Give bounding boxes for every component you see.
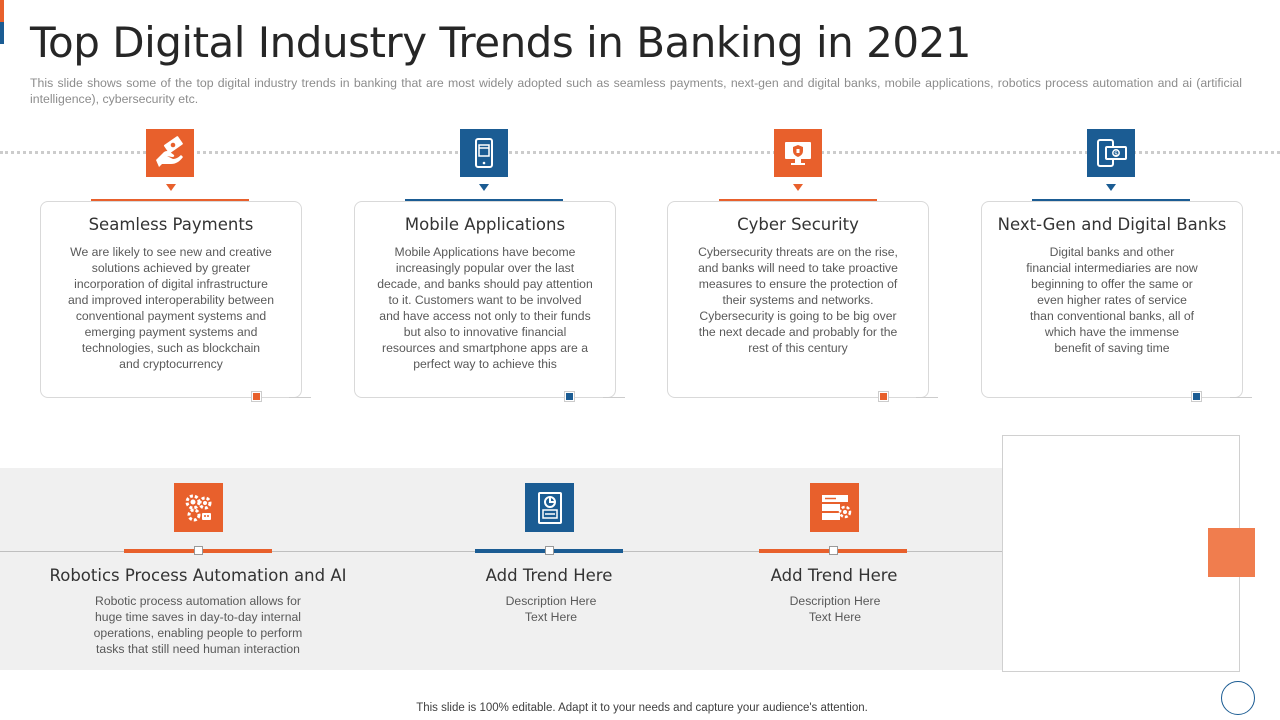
card-description: Digital banks and other financial interme…	[1026, 245, 1198, 355]
card-title: Mobile Applications	[404, 215, 566, 234]
bottom-trend-description: Description Here Text Here	[789, 594, 881, 624]
bottom-trend-title: Add Trend Here	[485, 566, 613, 585]
timeline-dot	[545, 546, 554, 555]
slide-subtitle: This slide shows some of the top digital…	[30, 76, 1242, 106]
card-description: Mobile Applications have become increasin…	[377, 245, 593, 371]
card-tick	[603, 397, 625, 398]
card-tick	[1230, 397, 1252, 398]
decorative-orange-square	[1208, 528, 1255, 577]
card-marker	[1191, 391, 1202, 402]
dotted-divider	[0, 151, 1280, 154]
title-accent-bar	[0, 0, 4, 44]
slide-title: Top Digital Industry Trends in Banking i…	[30, 18, 972, 67]
gears-robot-icon	[174, 483, 223, 532]
bottom-trend-description: Description Here Text Here	[505, 594, 597, 624]
server-settings-icon	[810, 483, 859, 532]
svg-text:$: $	[1114, 151, 1118, 158]
footer-note: This slide is 100% editable. Adapt it to…	[416, 702, 868, 714]
trend-card-next-gen-banks	[981, 201, 1243, 398]
trend-card-cyber-security	[667, 201, 929, 398]
pointer-triangle	[793, 184, 803, 191]
mobile-banknote-icon: $	[1087, 129, 1135, 177]
mobile-calendar-icon	[460, 129, 508, 177]
document-chart-icon	[525, 483, 574, 532]
card-description: Cybersecurity threats are on the rise, an…	[698, 245, 898, 355]
pointer-triangle	[479, 184, 489, 191]
bottom-trend-title: Robotics Process Automation and AI	[49, 566, 347, 585]
bottom-trend-description: Robotic process automation allows for hug…	[93, 594, 303, 656]
monitor-shield-icon	[774, 129, 822, 177]
card-marker	[251, 391, 262, 402]
card-title: Seamless Payments	[88, 215, 254, 234]
bottom-trend-title: Add Trend Here	[770, 566, 898, 585]
card-tick	[289, 397, 311, 398]
trend-card-seamless-payments	[40, 201, 302, 398]
card-tick	[916, 397, 938, 398]
card-description: We are likely to see new and creative sol…	[68, 245, 274, 371]
card-title: Cyber Security	[737, 215, 859, 234]
card-title: Next-Gen and Digital Banks	[997, 215, 1227, 234]
card-marker	[878, 391, 889, 402]
card-marker	[564, 391, 575, 402]
decorative-frame	[1002, 435, 1240, 672]
timeline-dot	[829, 546, 838, 555]
hand-money-icon	[146, 129, 194, 177]
pointer-triangle	[166, 184, 176, 191]
decorative-circle	[1221, 681, 1255, 715]
trend-card-mobile-applications	[354, 201, 616, 398]
timeline-dot	[194, 546, 203, 555]
pointer-triangle	[1106, 184, 1116, 191]
